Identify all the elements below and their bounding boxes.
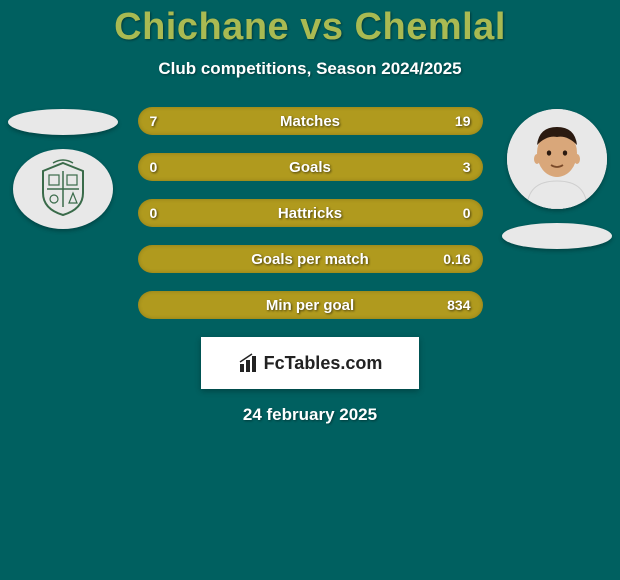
- brand-logo-box: FcTables.com: [201, 337, 419, 389]
- stat-label: Goals per match: [138, 245, 483, 273]
- right-name-ellipse: [502, 223, 612, 249]
- brand-logo: FcTables.com: [238, 352, 383, 374]
- subtitle: Club competitions, Season 2024/2025: [0, 59, 620, 79]
- stat-label: Goals: [138, 153, 483, 181]
- left-club-crest: [13, 149, 113, 229]
- stat-row: Goals0 3: [138, 153, 483, 181]
- stat-value-left: 7: [150, 107, 158, 135]
- stat-value-left: 0: [150, 153, 158, 181]
- stat-value-right: 0: [463, 199, 471, 227]
- avatar-icon: [507, 109, 607, 209]
- right-player-column: [502, 107, 612, 249]
- right-player-avatar: [507, 109, 607, 209]
- content-area: Matches719Goals03Hattricks00Goals per ma…: [0, 107, 620, 319]
- bar-chart-icon: [238, 352, 260, 374]
- stat-value-right: 834: [447, 291, 470, 319]
- brand-logo-text: FcTables.com: [264, 353, 383, 374]
- stat-row: Matches7 19: [138, 107, 483, 135]
- stat-value-left: 0: [150, 199, 158, 227]
- stat-value-right: 3: [463, 153, 471, 181]
- stat-value-right: 19: [455, 107, 471, 135]
- left-name-ellipse: [8, 109, 118, 135]
- stat-row: Goals per match0.16: [138, 245, 483, 273]
- left-player-column: [8, 107, 118, 229]
- crest-icon: [33, 159, 93, 219]
- stat-row: Min per goal834: [138, 291, 483, 319]
- stat-value-right: 0.16: [443, 245, 470, 273]
- stat-row: Hattricks0 0: [138, 199, 483, 227]
- page-title: Chichane vs Chemlal: [0, 0, 620, 49]
- stat-label: Min per goal: [138, 291, 483, 319]
- stat-label: Matches: [138, 107, 483, 135]
- stat-bars: Matches719Goals03Hattricks00Goals per ma…: [138, 107, 483, 319]
- stat-label: Hattricks: [138, 199, 483, 227]
- date-text: 24 february 2025: [0, 405, 620, 425]
